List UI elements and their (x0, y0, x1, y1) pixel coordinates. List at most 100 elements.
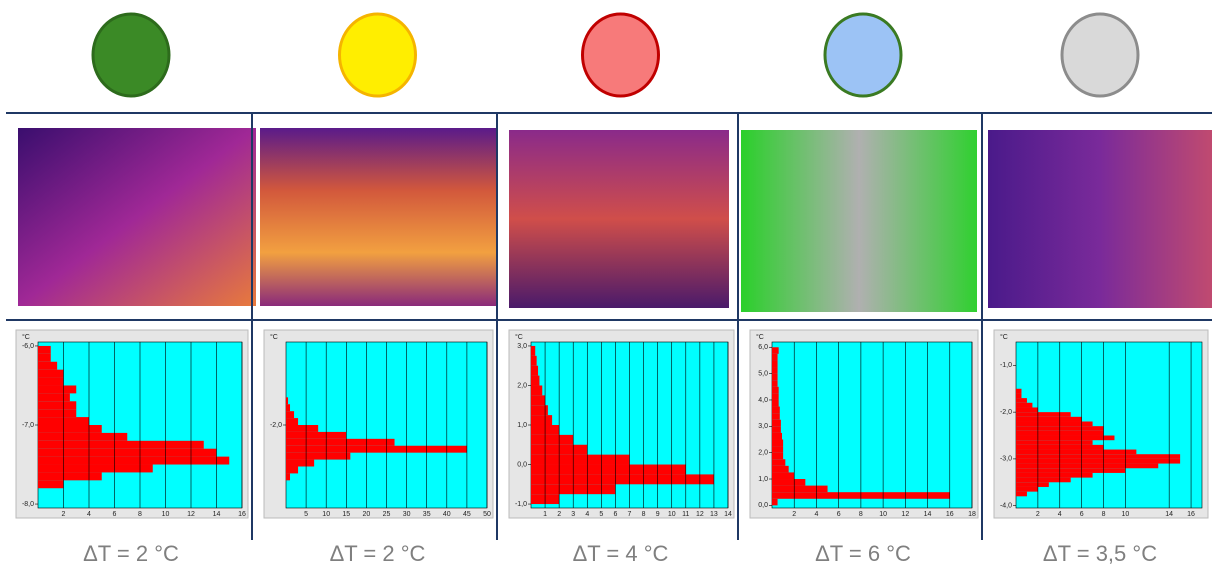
y-tick-label: -1,0 (1000, 362, 1012, 369)
histogram-bar (772, 413, 780, 420)
status-circle (1062, 14, 1138, 96)
y-tick-label: 1,0 (758, 476, 768, 483)
histogram-bar (1016, 450, 1136, 455)
x-tick-label: 16 (238, 511, 246, 518)
histogram-bar (1016, 421, 1093, 426)
histogram-bar (1016, 492, 1027, 497)
histogram-bar (531, 366, 538, 376)
y-tick-label: 0,0 (517, 461, 527, 468)
axis-unit: °C (756, 333, 764, 341)
histogram-bar (772, 360, 778, 367)
histogram-bar (38, 465, 153, 473)
x-tick-label: 12 (901, 511, 909, 518)
histogram-bar (38, 425, 102, 433)
histogram-bar (286, 418, 298, 425)
histogram-bar (1016, 412, 1071, 417)
x-tick-label: 45 (463, 511, 471, 518)
x-tick-label: 14 (924, 511, 932, 518)
x-tick-label: 6 (1080, 511, 1084, 518)
x-tick-label: 10 (1122, 511, 1130, 518)
status-circle (340, 14, 416, 96)
axis-unit: °C (22, 333, 30, 341)
histogram-bar (772, 387, 779, 394)
histogram-bar (38, 385, 76, 393)
y-tick-label: -7,0 (22, 422, 34, 429)
y-tick-label: 4,0 (758, 397, 768, 404)
histogram-bar (1016, 398, 1027, 403)
histogram-bar (772, 453, 783, 460)
histogram-bar (531, 435, 573, 445)
histogram-bar (772, 479, 805, 486)
histogram-bar (1016, 436, 1114, 441)
x-tick-label: 25 (383, 511, 391, 518)
histogram-bar (38, 354, 51, 362)
histogram-bar (772, 407, 780, 414)
histogram-bar (772, 439, 783, 446)
x-tick-label: 16 (946, 511, 954, 518)
x-tick-label: 4 (814, 511, 818, 518)
histogram-bar (531, 356, 537, 366)
histogram-bar (531, 465, 686, 475)
histogram-bar (772, 499, 778, 506)
x-tick-label: 14 (724, 511, 732, 518)
x-tick-label: 15 (342, 511, 350, 518)
y-tick-label: 6,0 (758, 344, 768, 351)
x-tick-label: 4 (585, 511, 589, 518)
y-tick-label: -1,0 (515, 501, 527, 508)
histogram-bar (38, 393, 70, 401)
x-tick-label: 1 (543, 511, 547, 518)
histogram-bar (1016, 407, 1038, 412)
histogram-bar (286, 453, 350, 460)
y-tick-label: -8,0 (22, 501, 34, 508)
x-tick-label: 10 (162, 511, 170, 518)
x-tick-label: 30 (403, 511, 411, 518)
x-tick-label: 10 (668, 511, 676, 518)
histogram-bar (1016, 473, 1093, 478)
x-tick-label: 12 (696, 511, 704, 518)
histogram-bar (531, 346, 535, 356)
histogram-bar (286, 439, 395, 446)
delta-t-label: ΔT = 2 °C (83, 541, 179, 566)
y-tick-label: -2,0 (270, 422, 282, 429)
histogram-bar (1016, 459, 1180, 464)
delta-t-label: ΔT = 2 °C (330, 541, 426, 566)
histogram-bar (1016, 482, 1049, 487)
x-tick-label: 40 (443, 511, 451, 518)
y-tick-label: 2,0 (758, 450, 768, 457)
histogram-bar (286, 460, 314, 467)
axis-unit: °C (1000, 333, 1008, 341)
y-tick-label: 3,0 (517, 343, 527, 350)
thermal-image (509, 130, 729, 308)
x-tick-label: 18 (968, 511, 976, 518)
x-tick-label: 14 (1165, 511, 1173, 518)
histogram-bar (286, 473, 290, 480)
thermal-image (988, 130, 1212, 308)
x-tick-label: 8 (859, 511, 863, 518)
delta-t-label: ΔT = 3,5 °C (1043, 541, 1157, 566)
histogram-bar (38, 480, 64, 488)
histogram-bar (772, 354, 778, 361)
histogram-bar (531, 455, 630, 465)
y-tick-label: -6,0 (22, 343, 34, 350)
histogram-bar (38, 409, 76, 417)
x-tick-label: 5 (304, 511, 308, 518)
delta-t-label: ΔT = 4 °C (573, 541, 669, 566)
histogram-bar (772, 367, 778, 374)
status-circle (93, 14, 169, 96)
x-tick-label: 2 (792, 511, 796, 518)
x-tick-label: 10 (322, 511, 330, 518)
x-tick-label: 10 (879, 511, 887, 518)
histogram-bar (531, 474, 714, 484)
y-tick-label: 0,0 (758, 502, 768, 509)
x-tick-label: 35 (423, 511, 431, 518)
axis-unit: °C (515, 333, 523, 341)
y-tick-label: 5,0 (758, 370, 768, 377)
y-tick-label: -2,0 (1000, 409, 1012, 416)
histogram-bar (772, 446, 783, 453)
histogram: °C5101520253035404550-2,0 (264, 330, 493, 518)
x-tick-label: 12 (187, 511, 195, 518)
x-tick-label: 6 (113, 511, 117, 518)
histogram-bar (38, 441, 204, 449)
